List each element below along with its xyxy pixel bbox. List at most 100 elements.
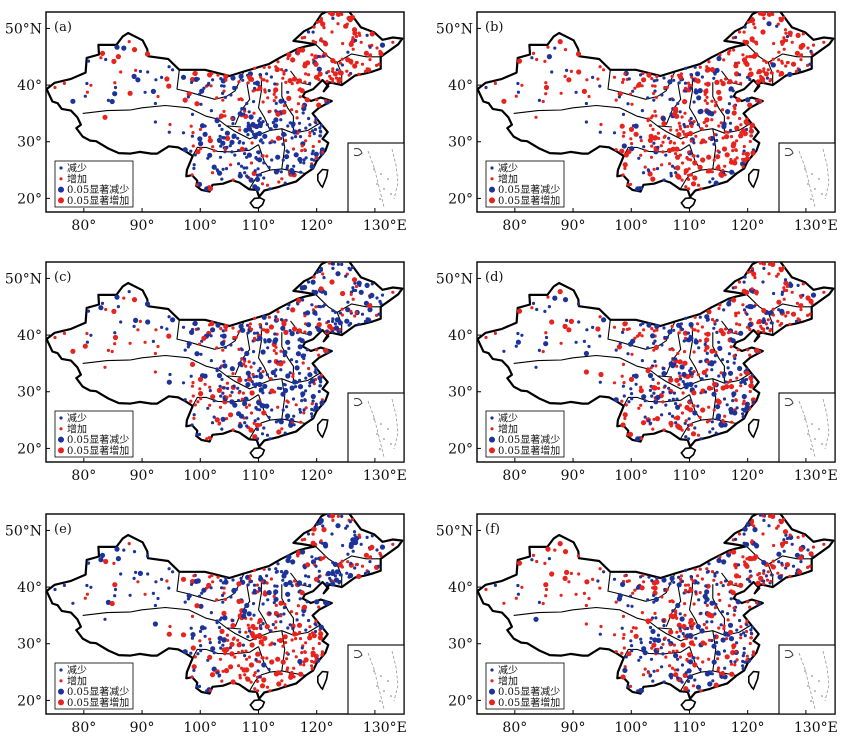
station-dot (778, 17, 784, 23)
station-dot (778, 73, 782, 77)
legend-label: 0.05显著减少 (67, 183, 129, 196)
station-dot (706, 154, 712, 160)
station-dot (728, 48, 732, 53)
station-dot (543, 341, 549, 347)
station-dot (762, 571, 766, 575)
station-dot (734, 537, 738, 541)
station-dot (729, 597, 733, 601)
station-dot (245, 424, 249, 428)
station-dot (775, 526, 779, 530)
station-dot (712, 326, 716, 330)
station-dot (742, 144, 746, 149)
legend-label: 增加 (67, 674, 87, 687)
station-dot (261, 410, 267, 416)
station-dot (651, 586, 655, 590)
station-dot (131, 73, 137, 79)
station-dot (785, 284, 790, 289)
station-dot (766, 12, 772, 17)
station-dot (741, 415, 745, 419)
inset-dashline (798, 400, 816, 458)
station-dot (520, 333, 524, 337)
station-dot (761, 560, 767, 566)
station-dot (582, 591, 586, 595)
station-dot (321, 272, 325, 276)
inset-island (814, 188, 816, 190)
station-dot (678, 74, 684, 80)
station-dot (315, 522, 319, 526)
station-dot (670, 74, 674, 78)
station-dot (738, 323, 742, 327)
station-dot (742, 308, 747, 312)
station-dot (242, 112, 246, 116)
inset-frame (347, 142, 405, 213)
hainan-island (680, 698, 697, 711)
station-dot (253, 671, 257, 675)
station-dot (310, 412, 314, 416)
station-dot (310, 664, 314, 668)
station-dot (784, 533, 788, 537)
station-dot (761, 262, 765, 266)
station-dot (104, 57, 108, 62)
station-dot (258, 139, 262, 143)
station-dot (190, 384, 194, 388)
station-dot (662, 428, 666, 432)
station-dot (257, 617, 263, 624)
south-china-sea-inset (347, 644, 405, 715)
station-dot (131, 47, 138, 53)
station-dot (280, 427, 284, 431)
province-boundary (82, 107, 143, 114)
legend-marker (59, 166, 63, 170)
station-dot (253, 169, 257, 173)
station-dot (302, 408, 306, 412)
x-tick-label: 90° (130, 218, 155, 234)
station-dot (198, 387, 202, 391)
station-dot (287, 346, 291, 350)
station-dot (312, 25, 316, 29)
station-dot (720, 81, 726, 87)
station-dot (633, 633, 639, 639)
south-china-sea-inset (778, 392, 836, 463)
station-dot (303, 566, 307, 570)
station-dot (751, 400, 756, 404)
station-dot (778, 519, 784, 525)
station-dot (249, 617, 253, 621)
station-dot (246, 623, 250, 627)
station-dot (688, 173, 693, 177)
station-dot (351, 277, 358, 283)
station-dot (785, 311, 789, 315)
station-dot (684, 419, 688, 423)
station-dot (297, 330, 301, 334)
province-boundary (513, 107, 574, 114)
station-dot (716, 89, 722, 95)
station-dot (252, 673, 256, 677)
station-dot (656, 381, 660, 385)
station-dot (208, 689, 212, 693)
inset-island (379, 700, 381, 702)
legend-marker (59, 427, 63, 431)
station-dot (301, 298, 305, 302)
station-dot (620, 374, 624, 378)
station-dot (269, 75, 273, 79)
station-dot (641, 321, 645, 326)
station-dot (668, 377, 674, 383)
station-dot (165, 579, 169, 583)
station-dot (754, 543, 760, 549)
taiwan-island (748, 670, 760, 691)
station-dot (718, 598, 722, 602)
station-dot (208, 637, 212, 641)
station-dot (717, 592, 721, 596)
station-dot (258, 588, 262, 592)
station-dot (122, 548, 126, 552)
station-dot (315, 348, 319, 352)
station-dot (702, 622, 706, 627)
station-dot (111, 308, 117, 314)
station-dot (240, 649, 244, 653)
station-dot (668, 162, 672, 166)
station-dot (717, 95, 723, 101)
station-dot (340, 514, 344, 518)
station-dot (275, 656, 281, 662)
station-dot (284, 80, 288, 84)
station-dot (301, 361, 305, 365)
station-dot (782, 549, 786, 553)
station-dot (203, 382, 207, 386)
